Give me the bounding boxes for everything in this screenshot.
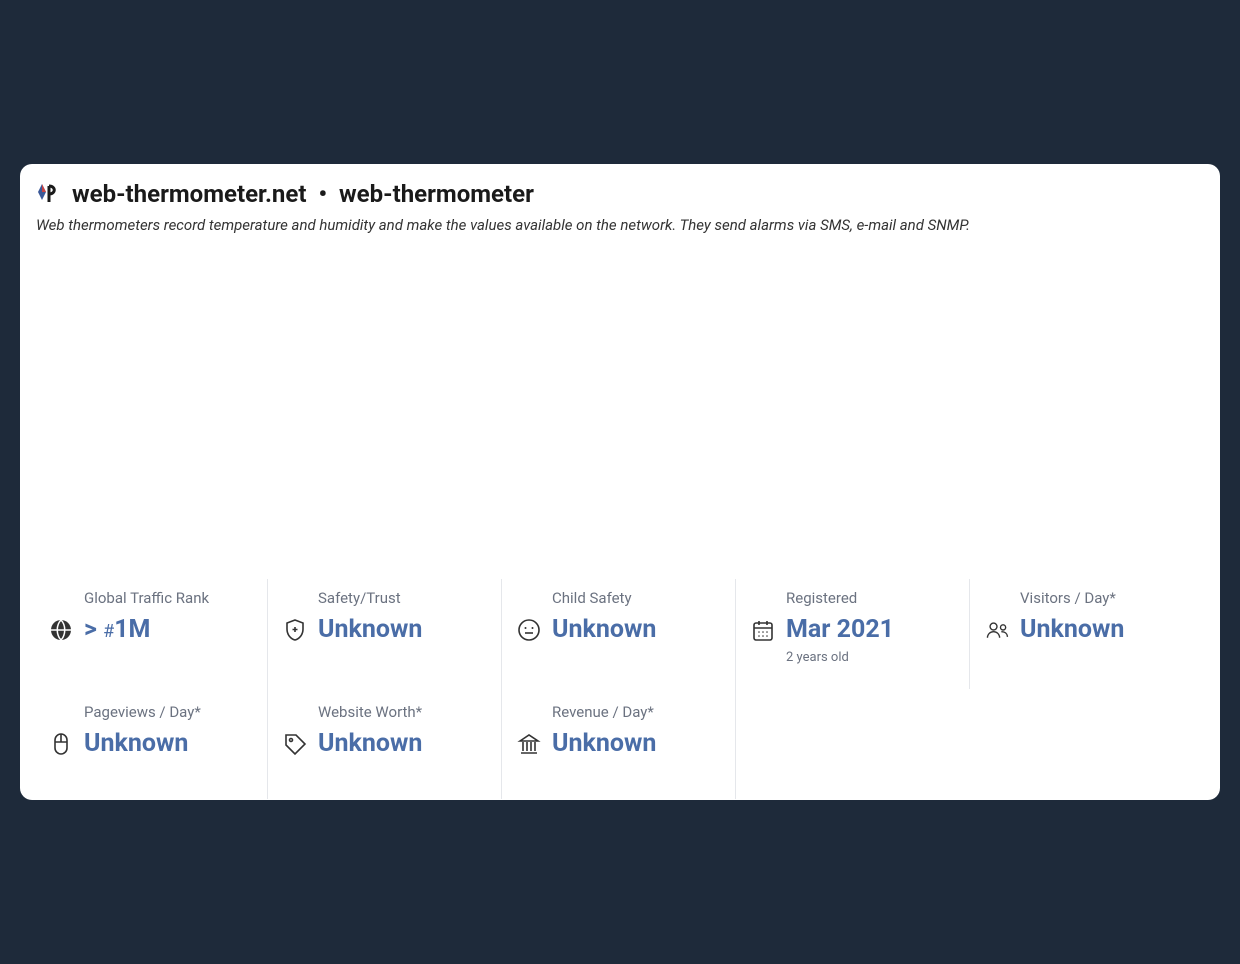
metric-body: Unknown bbox=[516, 615, 735, 644]
metric-value: Unknown bbox=[1020, 615, 1124, 644]
metric-label: Child Safety bbox=[552, 589, 735, 607]
metric-label: Global Traffic Rank bbox=[84, 589, 267, 607]
metric-value: Unknown bbox=[552, 615, 656, 644]
metric-revenue: Revenue / Day* Unknown bbox=[502, 689, 736, 799]
metric-value: Mar 2021 bbox=[786, 615, 894, 644]
calendar-icon bbox=[750, 617, 776, 643]
site-favicon bbox=[34, 180, 62, 208]
metric-value: Unknown bbox=[552, 729, 656, 758]
metric-visitors: Visitors / Day* Unknown bbox=[970, 579, 1204, 689]
title-separator: • bbox=[318, 180, 327, 208]
people-icon bbox=[984, 617, 1010, 643]
metric-child-safety: Child Safety Unknown bbox=[502, 579, 736, 689]
metric-value: > #1M bbox=[84, 615, 150, 644]
metric-global-rank: Global Traffic Rank > #1M bbox=[34, 579, 268, 689]
metric-body: Unknown bbox=[282, 615, 501, 644]
metric-body: Unknown bbox=[48, 729, 267, 758]
metric-value: Unknown bbox=[318, 729, 422, 758]
page-title: web-thermometer.net • web-thermometer bbox=[72, 180, 534, 208]
site-description: Web thermometers record temperature and … bbox=[36, 216, 1206, 234]
metric-label: Revenue / Day* bbox=[552, 703, 735, 721]
globe-icon bbox=[48, 617, 74, 643]
metric-registered: Registered Mar 2021 2 years old bbox=[736, 579, 970, 689]
bank-icon bbox=[516, 731, 542, 757]
title-name: web-thermometer bbox=[339, 180, 534, 208]
metric-pageviews: Pageviews / Day* Unknown bbox=[34, 689, 268, 799]
face-icon bbox=[516, 617, 542, 643]
metric-worth: Website Worth* Unknown bbox=[268, 689, 502, 799]
metric-value: Unknown bbox=[84, 729, 188, 758]
site-info-card: web-thermometer.net • web-thermometer We… bbox=[20, 164, 1220, 800]
tag-icon bbox=[282, 731, 308, 757]
card-header: web-thermometer.net • web-thermometer bbox=[34, 180, 1206, 208]
metric-label: Website Worth* bbox=[318, 703, 501, 721]
metric-subtext: 2 years old bbox=[786, 650, 969, 665]
metric-label: Pageviews / Day* bbox=[84, 703, 267, 721]
metric-body: Unknown bbox=[516, 729, 735, 758]
metric-body: > #1M bbox=[48, 615, 267, 644]
metric-body: Unknown bbox=[984, 615, 1204, 644]
metrics-grid: Global Traffic Rank > #1M Safety/Trust U… bbox=[34, 579, 1206, 799]
metric-label: Safety/Trust bbox=[318, 589, 501, 607]
metric-body: Mar 2021 bbox=[750, 615, 969, 644]
title-domain: web-thermometer.net bbox=[72, 180, 306, 208]
mouse-icon bbox=[48, 731, 74, 757]
metric-value: Unknown bbox=[318, 615, 422, 644]
metric-label: Registered bbox=[786, 589, 969, 607]
metric-safety: Safety/Trust Unknown bbox=[268, 579, 502, 689]
metric-label: Visitors / Day* bbox=[1020, 589, 1204, 607]
shield-icon bbox=[282, 617, 308, 643]
metric-body: Unknown bbox=[282, 729, 501, 758]
